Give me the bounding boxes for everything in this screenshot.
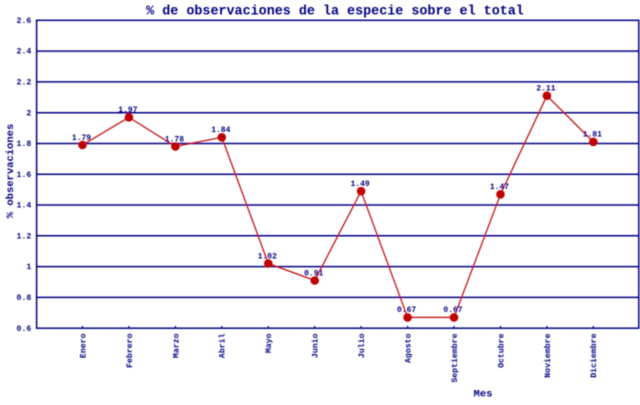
svg-text:1.79: 1.79 <box>72 134 91 143</box>
svg-text:% de observaciones de la espec: % de observaciones de la especie sobre e… <box>146 5 524 20</box>
svg-text:1.8: 1.8 <box>17 140 32 149</box>
svg-text:0.67: 0.67 <box>443 306 462 315</box>
svg-text:Marzo: Marzo <box>172 333 181 358</box>
svg-text:Diciembre: Diciembre <box>589 333 599 377</box>
svg-text:2.11: 2.11 <box>536 85 555 94</box>
svg-text:0.8: 0.8 <box>17 294 32 303</box>
svg-text:1.81: 1.81 <box>583 131 602 140</box>
svg-text:Mayo: Mayo <box>265 333 274 353</box>
svg-text:Mes: Mes <box>474 389 493 401</box>
svg-text:% observaciones: % observaciones <box>5 124 17 219</box>
svg-text:1.02: 1.02 <box>258 252 277 261</box>
svg-text:1.2: 1.2 <box>17 232 32 241</box>
svg-text:1: 1 <box>26 263 31 272</box>
svg-text:0.91: 0.91 <box>304 269 323 278</box>
svg-text:Enero: Enero <box>79 333 88 358</box>
svg-text:1.84: 1.84 <box>211 126 230 135</box>
svg-text:Abril: Abril <box>218 333 228 358</box>
svg-text:2.6: 2.6 <box>17 17 32 26</box>
svg-text:2.4: 2.4 <box>17 48 32 57</box>
svg-text:1.4: 1.4 <box>17 202 32 211</box>
svg-text:Febrero: Febrero <box>125 333 135 367</box>
svg-text:Noviembre: Noviembre <box>543 333 553 377</box>
svg-text:0.6: 0.6 <box>17 325 32 334</box>
svg-text:0.67: 0.67 <box>397 306 416 315</box>
svg-text:1.6: 1.6 <box>17 171 32 180</box>
svg-text:Septiembre: Septiembre <box>450 333 460 382</box>
svg-text:Octubre: Octubre <box>496 333 506 367</box>
svg-text:Junio: Junio <box>311 333 321 358</box>
svg-text:1.49: 1.49 <box>350 180 369 189</box>
svg-text:Julio: Julio <box>357 333 367 358</box>
svg-text:1.78: 1.78 <box>165 135 184 144</box>
svg-text:2.2: 2.2 <box>17 79 32 88</box>
svg-text:1.47: 1.47 <box>490 183 509 192</box>
svg-text:Agosto: Agosto <box>405 333 414 363</box>
svg-text:1.97: 1.97 <box>118 106 137 115</box>
svg-text:2: 2 <box>26 109 31 118</box>
